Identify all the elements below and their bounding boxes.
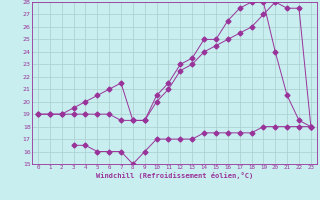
X-axis label: Windchill (Refroidissement éolien,°C): Windchill (Refroidissement éolien,°C) <box>96 172 253 179</box>
